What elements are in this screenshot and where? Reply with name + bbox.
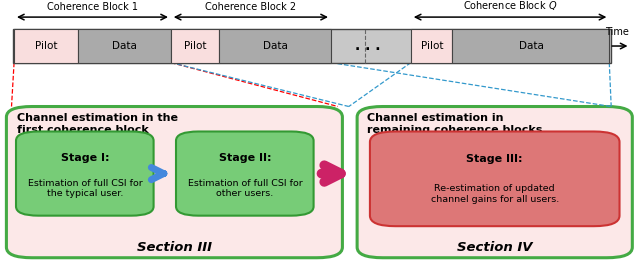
Bar bbox=[171, 29, 219, 63]
Bar bbox=[411, 29, 452, 63]
Text: Stage II:: Stage II: bbox=[219, 153, 271, 163]
Text: Stage I:: Stage I: bbox=[61, 153, 109, 163]
FancyBboxPatch shape bbox=[16, 132, 154, 216]
FancyBboxPatch shape bbox=[176, 132, 314, 216]
FancyBboxPatch shape bbox=[357, 107, 632, 258]
Text: Coherence Block $Q$: Coherence Block $Q$ bbox=[463, 0, 557, 12]
Bar bbox=[78, 29, 171, 63]
Text: Stage III:: Stage III: bbox=[467, 154, 523, 164]
Text: Estimation of full CSI for
other users.: Estimation of full CSI for other users. bbox=[188, 179, 303, 198]
Bar bbox=[219, 29, 331, 63]
Text: . . .: . . . bbox=[355, 39, 381, 53]
Text: Channel estimation in
remaining coherence blocks: Channel estimation in remaining coherenc… bbox=[367, 113, 543, 135]
Text: Data: Data bbox=[112, 41, 136, 51]
Text: Data: Data bbox=[519, 41, 543, 51]
Text: Pilot: Pilot bbox=[420, 41, 444, 51]
Text: Section III: Section III bbox=[136, 241, 212, 254]
Bar bbox=[13, 29, 611, 63]
Text: Pilot: Pilot bbox=[184, 41, 207, 51]
Bar bbox=[452, 29, 609, 63]
Text: Re-estimation of updated
channel gains for all users.: Re-estimation of updated channel gains f… bbox=[431, 184, 559, 204]
FancyBboxPatch shape bbox=[6, 107, 342, 258]
Text: Section IV: Section IV bbox=[457, 241, 532, 254]
Text: Data: Data bbox=[263, 41, 287, 51]
FancyBboxPatch shape bbox=[370, 132, 620, 226]
Text: Time: Time bbox=[605, 27, 629, 37]
Text: Estimation of full CSI for
the typical user.: Estimation of full CSI for the typical u… bbox=[28, 179, 143, 198]
Text: Channel estimation in the
first coherence block: Channel estimation in the first coherenc… bbox=[17, 113, 178, 135]
Bar bbox=[14, 29, 78, 63]
Text: Coherence Block 1: Coherence Block 1 bbox=[47, 2, 138, 12]
Text: Coherence Block 2: Coherence Block 2 bbox=[205, 2, 296, 12]
Text: Pilot: Pilot bbox=[35, 41, 58, 51]
